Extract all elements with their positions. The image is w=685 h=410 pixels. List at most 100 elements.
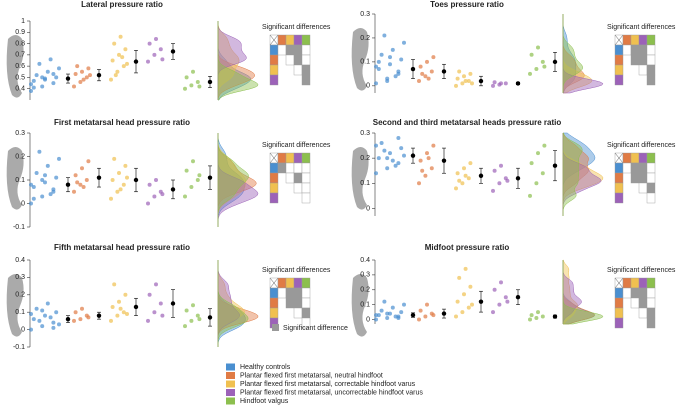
data-point (425, 302, 429, 307)
matrix-header (638, 152, 648, 164)
data-point (460, 81, 465, 86)
matrix-header (630, 152, 640, 164)
data-point (152, 310, 157, 315)
data-point (454, 83, 458, 88)
data-point (536, 45, 540, 50)
matrix-cell (277, 287, 287, 299)
matrix-cell (285, 172, 295, 184)
data-point (154, 178, 158, 182)
matrix-cell (646, 317, 656, 329)
matrix-header (614, 287, 624, 299)
mean-marker (478, 78, 484, 84)
mean-marker (207, 79, 213, 85)
mean-marker (65, 316, 71, 322)
data-point (429, 166, 434, 171)
data-point (528, 71, 532, 76)
data-point (86, 159, 91, 164)
mean-marker (133, 59, 139, 64)
matrix-header (614, 74, 624, 86)
panel-title: Fifth metatarsal head pressure ratio (54, 243, 190, 252)
data-point (121, 310, 126, 315)
y-tick-label: -0.1 (13, 344, 25, 351)
y-tick-label: 0 (366, 205, 370, 212)
data-point (189, 83, 194, 88)
data-point (399, 310, 404, 315)
data-point (374, 143, 378, 148)
data-point (460, 310, 465, 315)
matrix-header (285, 277, 295, 289)
y-tick-label: 0 (366, 83, 370, 90)
data-point (37, 149, 42, 154)
data-point (503, 81, 508, 86)
data-point (84, 178, 89, 182)
mean-marker (170, 49, 176, 54)
y-tick-label: 1 (21, 18, 25, 25)
data-point (390, 305, 395, 310)
data-point (109, 196, 113, 201)
data-point (382, 33, 387, 38)
data-point (462, 166, 466, 171)
y-tick-label: 0.9 (15, 29, 25, 36)
foot-icon (351, 274, 369, 337)
mean-marker (96, 72, 102, 78)
matrix-cell (630, 172, 640, 184)
data-point (109, 77, 113, 82)
data-point (189, 318, 194, 323)
matrix-cell (646, 297, 656, 309)
data-point (51, 320, 56, 325)
data-point (457, 275, 462, 280)
mean-marker (133, 177, 139, 183)
data-point (45, 69, 50, 74)
data-point (399, 146, 404, 151)
mean-marker (515, 176, 521, 181)
matrix-header (293, 152, 303, 164)
data-point (396, 136, 401, 141)
data-point (117, 52, 121, 57)
data-point (51, 325, 56, 330)
significance-title: Significant differences (262, 267, 331, 274)
y-tick-label: 0.1 (15, 309, 25, 316)
data-point (154, 37, 158, 42)
matrix-cell (622, 44, 632, 56)
matrix-header (269, 182, 279, 194)
data-point (147, 41, 152, 46)
matrix-cell (293, 54, 303, 66)
y-tick-label: 0.3 (360, 272, 370, 279)
data-point (385, 79, 390, 84)
matrix-header (630, 34, 640, 46)
y-tick-label: 0.1 (15, 177, 25, 184)
y-tick-label: 0.3 (15, 274, 25, 281)
data-point (34, 170, 39, 175)
data-point (420, 168, 425, 173)
data-point (499, 81, 503, 86)
data-point (121, 182, 126, 187)
matrix-cell (638, 44, 648, 56)
data-point (455, 299, 460, 304)
data-point (503, 295, 508, 300)
matrix-cell (285, 297, 295, 309)
data-point (529, 161, 534, 166)
data-point (382, 299, 387, 304)
data-point (189, 185, 194, 190)
matrix-cell (293, 162, 303, 174)
data-point (75, 64, 80, 69)
data-point (455, 171, 460, 176)
data-point (43, 313, 47, 318)
data-point (385, 156, 390, 161)
data-point (29, 201, 33, 206)
matrix-header (269, 297, 279, 309)
data-point (388, 55, 392, 60)
data-point (125, 311, 129, 316)
data-point (536, 310, 540, 315)
matrix-header (277, 34, 287, 46)
matrix-cell (646, 54, 656, 66)
data-point (423, 74, 428, 79)
data-point (160, 313, 165, 318)
data-point (388, 311, 392, 316)
matrix-cross (269, 152, 279, 164)
data-point (402, 40, 406, 45)
matrix-cell (301, 64, 311, 76)
matrix-header (269, 64, 279, 76)
legend-label: Plantar flexed first metatarsal, neutral… (240, 372, 383, 379)
matrix-cell (638, 64, 648, 76)
